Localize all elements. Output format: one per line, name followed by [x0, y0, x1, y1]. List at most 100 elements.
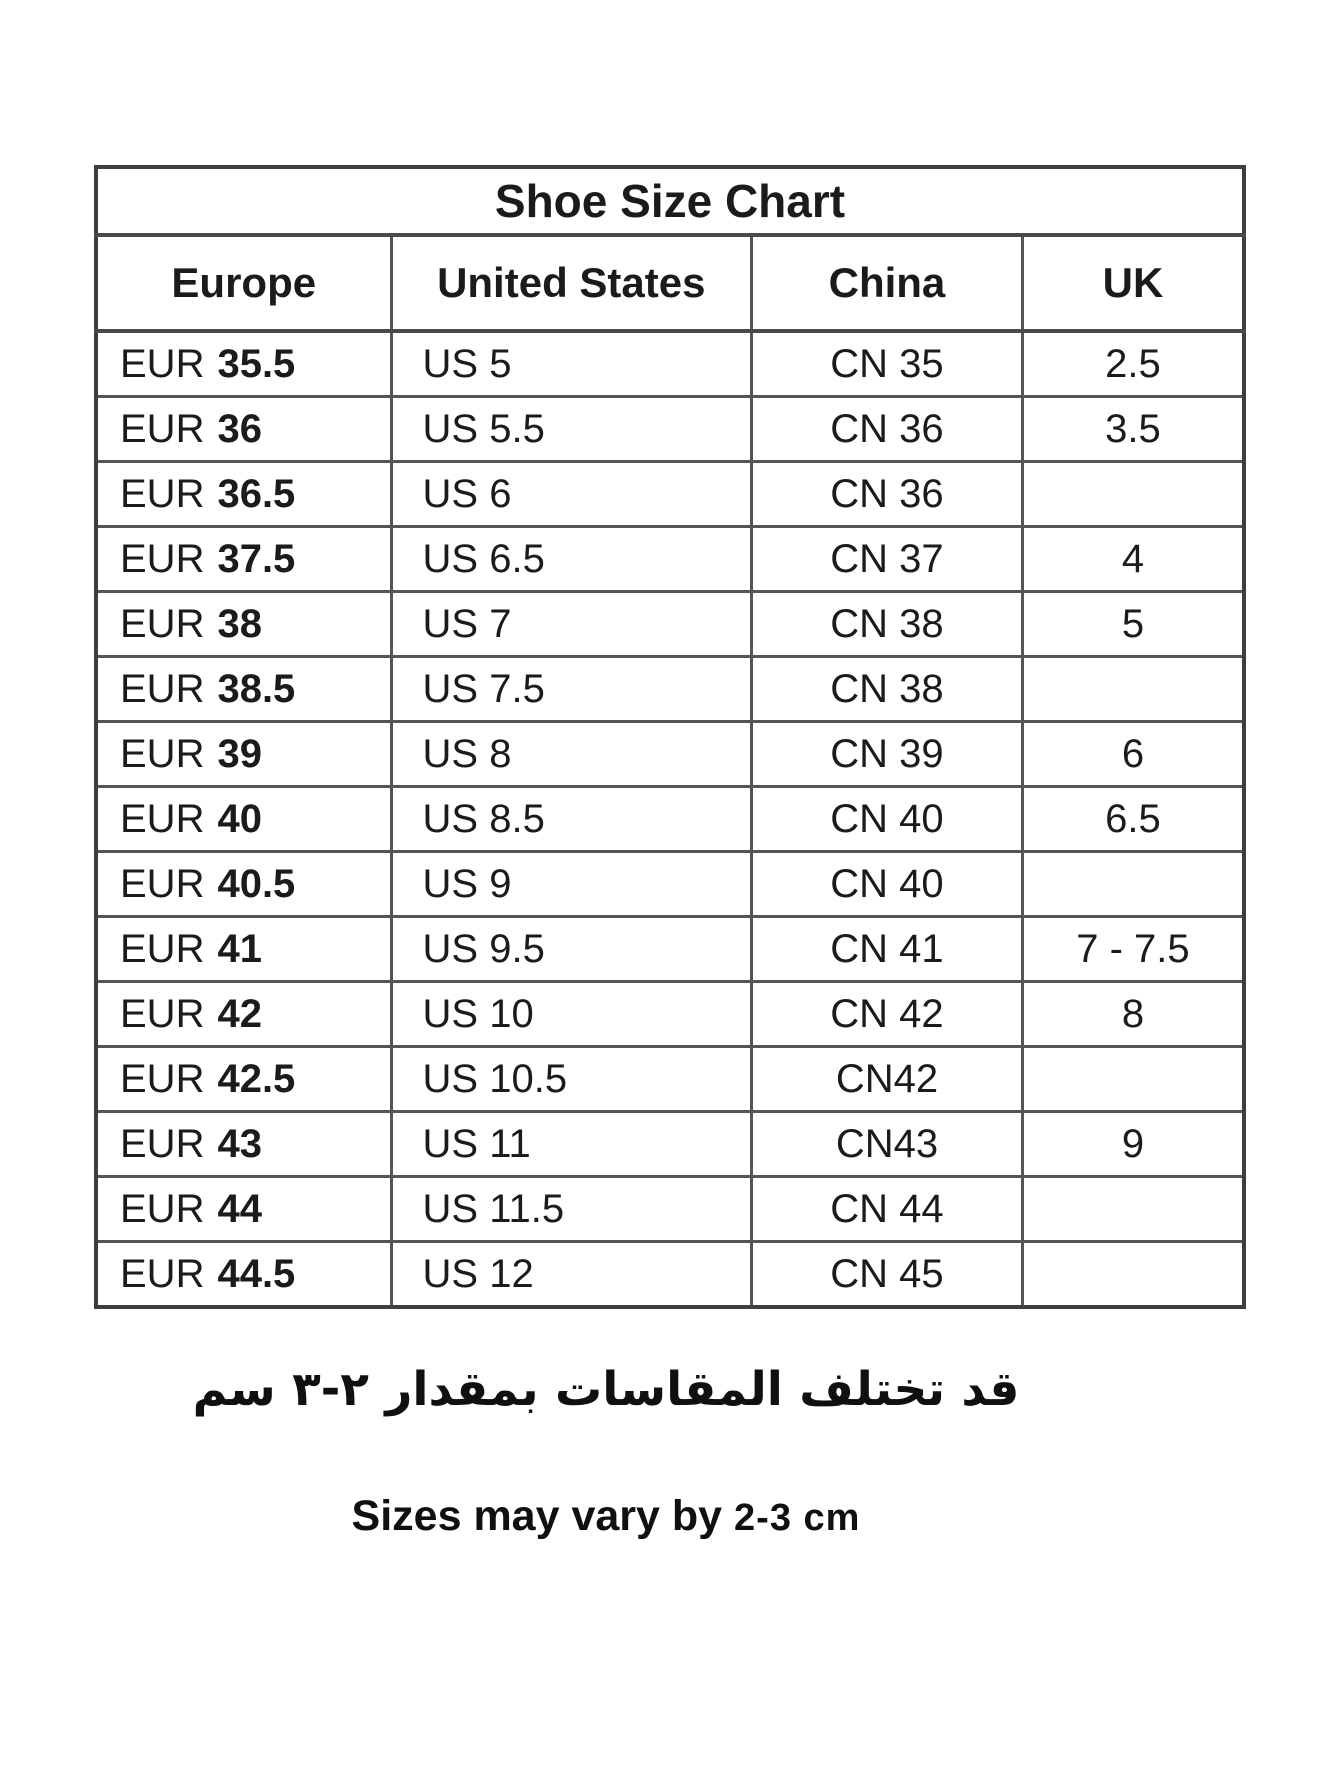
- table-row: EUR 43 US 11 CN43 9: [94, 1110, 1246, 1178]
- column-header-united-states: United States: [389, 233, 754, 333]
- cell-us: US 6.5: [389, 525, 754, 593]
- column-header-china: China: [750, 233, 1024, 333]
- eur-size: 38: [217, 601, 262, 646]
- cell-europe: EUR 35.5: [94, 329, 393, 398]
- table-row: EUR 39 US 8 CN 39 6: [94, 720, 1246, 788]
- cell-us: US 12: [389, 1240, 754, 1309]
- cell-us: US 7.5: [389, 655, 754, 723]
- cell-china: CN 36: [750, 395, 1024, 463]
- cell-china: CN43: [750, 1110, 1024, 1178]
- cell-europe: EUR 42.5: [94, 1045, 393, 1113]
- table-header-row: Europe United States China UK: [94, 233, 1246, 333]
- eur-size: 42: [217, 991, 262, 1036]
- cell-uk: 9: [1020, 1110, 1246, 1178]
- cell-uk: 8: [1020, 980, 1246, 1048]
- cell-china: CN 45: [750, 1240, 1024, 1309]
- table-row: EUR 44 US 11.5 CN 44: [94, 1175, 1246, 1243]
- shoe-size-table: Shoe Size Chart Europe United States Chi…: [94, 165, 1246, 1309]
- eur-prefix: EUR: [120, 536, 205, 581]
- cell-europe: EUR 39: [94, 720, 393, 788]
- cell-europe: EUR 38: [94, 590, 393, 658]
- cell-europe: EUR 40: [94, 785, 393, 853]
- english-note-text: Sizes may vary by: [351, 1492, 723, 1540]
- cell-europe: EUR 40.5: [94, 850, 393, 918]
- eur-prefix: EUR: [120, 341, 205, 386]
- cell-uk: 2.5: [1020, 329, 1246, 398]
- cell-china: CN 39: [750, 720, 1024, 788]
- eur-size: 40: [217, 796, 262, 841]
- cell-us: US 8.5: [389, 785, 754, 853]
- cell-uk: [1020, 850, 1246, 918]
- table-row: EUR 44.5 US 12 CN 45: [94, 1240, 1246, 1309]
- cell-us: US 9.5: [389, 915, 754, 983]
- cell-uk: [1020, 1045, 1246, 1113]
- eur-prefix: EUR: [120, 1121, 205, 1166]
- cell-us: US 10.5: [389, 1045, 754, 1113]
- cell-europe: EUR 36: [94, 395, 393, 463]
- column-header-europe: Europe: [94, 233, 393, 333]
- cell-china: CN 36: [750, 460, 1024, 528]
- cell-china: CN 42: [750, 980, 1024, 1048]
- cell-us: US 11.5: [389, 1175, 754, 1243]
- table-row: EUR 38.5 US 7.5 CN 38: [94, 655, 1246, 723]
- cell-uk: [1020, 460, 1246, 528]
- eur-size: 35.5: [217, 341, 296, 386]
- cell-uk: [1020, 1240, 1246, 1309]
- table-row: EUR 37.5 US 6.5 CN 37 4: [94, 525, 1246, 593]
- cell-china: CN 41: [750, 915, 1024, 983]
- table-row: EUR 38 US 7 CN 38 5: [94, 590, 1246, 658]
- table-title: Shoe Size Chart: [94, 165, 1246, 237]
- eur-size: 36: [217, 406, 262, 451]
- english-note-value: 2-3 cm: [734, 1497, 861, 1539]
- cell-europe: EUR 37.5: [94, 525, 393, 593]
- cell-europe: EUR 41: [94, 915, 393, 983]
- cell-china: CN 40: [750, 785, 1024, 853]
- cell-uk: 6.5: [1020, 785, 1246, 853]
- eur-size: 36.5: [217, 471, 296, 516]
- cell-china: CN 38: [750, 655, 1024, 723]
- eur-size: 43: [217, 1121, 262, 1166]
- arabic-note: قد تختلف المقاسات بمقدار ٢-٣ سم: [192, 1362, 1020, 1417]
- table-row: EUR 36 US 5.5 CN 36 3.5: [94, 395, 1246, 463]
- cell-china: CN 40: [750, 850, 1024, 918]
- cell-europe: EUR 43: [94, 1110, 393, 1178]
- table-row: EUR 35.5 US 5 CN 35 2.5: [94, 329, 1246, 398]
- eur-prefix: EUR: [120, 406, 205, 451]
- cell-europe: EUR 44: [94, 1175, 393, 1243]
- cell-china: CN42: [750, 1045, 1024, 1113]
- cell-us: US 7: [389, 590, 754, 658]
- cell-uk: 4: [1020, 525, 1246, 593]
- cell-uk: 3.5: [1020, 395, 1246, 463]
- table-row: EUR 40.5 US 9 CN 40: [94, 850, 1246, 918]
- eur-size: 41: [217, 926, 262, 971]
- eur-prefix: EUR: [120, 796, 205, 841]
- cell-uk: 6: [1020, 720, 1246, 788]
- cell-europe: EUR 44.5: [94, 1240, 393, 1309]
- cell-us: US 11: [389, 1110, 754, 1178]
- cell-china: CN 44: [750, 1175, 1024, 1243]
- table-row: EUR 36.5 US 6 CN 36: [94, 460, 1246, 528]
- eur-prefix: EUR: [120, 601, 205, 646]
- table-row: EUR 40 US 8.5 CN 40 6.5: [94, 785, 1246, 853]
- eur-prefix: EUR: [120, 1186, 205, 1231]
- cell-us: US 9: [389, 850, 754, 918]
- eur-size: 40.5: [217, 861, 296, 906]
- cell-uk: 5: [1020, 590, 1246, 658]
- cell-uk: [1020, 655, 1246, 723]
- cell-uk: 7 - 7.5: [1020, 915, 1246, 983]
- cell-us: US 5.5: [389, 395, 754, 463]
- eur-size: 44.5: [217, 1251, 296, 1296]
- table-row: EUR 42.5 US 10.5 CN42: [94, 1045, 1246, 1113]
- cell-china: CN 37: [750, 525, 1024, 593]
- eur-size: 39: [217, 731, 262, 776]
- table-row: EUR 41 US 9.5 CN 41 7 - 7.5: [94, 915, 1246, 983]
- english-note: Sizes may vary by 2-3 cm: [0, 1492, 1212, 1541]
- cell-europe: EUR 42: [94, 980, 393, 1048]
- cell-us: US 8: [389, 720, 754, 788]
- eur-prefix: EUR: [120, 666, 205, 711]
- eur-prefix: EUR: [120, 991, 205, 1036]
- cell-china: CN 35: [750, 329, 1024, 398]
- eur-size: 42.5: [217, 1056, 296, 1101]
- eur-prefix: EUR: [120, 731, 205, 776]
- cell-us: US 6: [389, 460, 754, 528]
